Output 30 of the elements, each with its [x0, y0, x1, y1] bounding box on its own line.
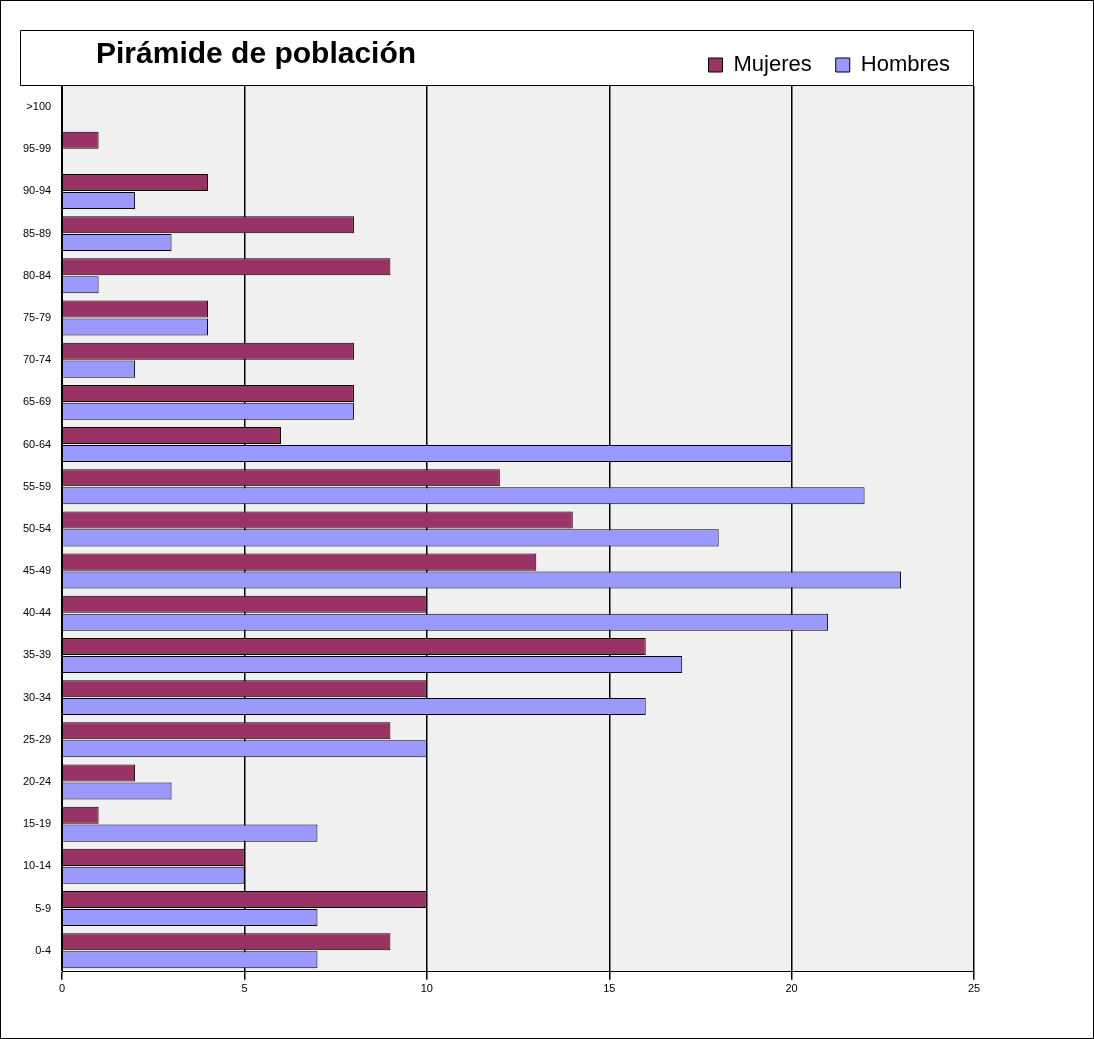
y-tick-label: 95-99	[22, 142, 52, 155]
y-tick-label: 40-44	[22, 606, 52, 619]
y-tick-label: 55-59	[22, 479, 52, 492]
y-tick-label: 5-9	[35, 901, 52, 914]
x-tick-label: 15	[603, 982, 616, 995]
chart-title: Pirámide de población	[96, 36, 417, 70]
legend-label: Mujeres	[733, 51, 812, 77]
y-tick-label: 65-69	[22, 395, 52, 408]
y-tick-label: 0-4	[35, 943, 52, 956]
y-tick-label: 80-84	[22, 268, 52, 281]
y-tick-label: 70-74	[22, 353, 52, 366]
legend-label: Hombres	[860, 51, 950, 77]
y-tick-label: 85-89	[22, 226, 52, 239]
x-tick-label: 20	[785, 982, 798, 995]
y-tick-label: 45-49	[22, 564, 52, 577]
y-tick-label: 20-24	[22, 775, 52, 788]
y-tick-label: 25-29	[22, 732, 52, 745]
x-tick-label: 25	[967, 982, 981, 995]
y-tick-label: 30-34	[22, 690, 52, 703]
x-tick-label: 10	[420, 982, 434, 995]
y-tick-label: 35-39	[22, 648, 52, 661]
y-tick-label: 10-14	[22, 859, 52, 872]
y-tick-label: 60-64	[22, 437, 52, 450]
x-tick-label: 5	[241, 982, 248, 995]
y-tick-label: 15-19	[22, 817, 52, 830]
y-tick-label: 75-79	[22, 311, 52, 324]
x-tick-label: 0	[59, 982, 66, 995]
y-tick-label: 50-54	[22, 521, 52, 534]
y-tick-label: >100	[26, 100, 52, 113]
y-tick-label: 90-94	[22, 184, 52, 197]
